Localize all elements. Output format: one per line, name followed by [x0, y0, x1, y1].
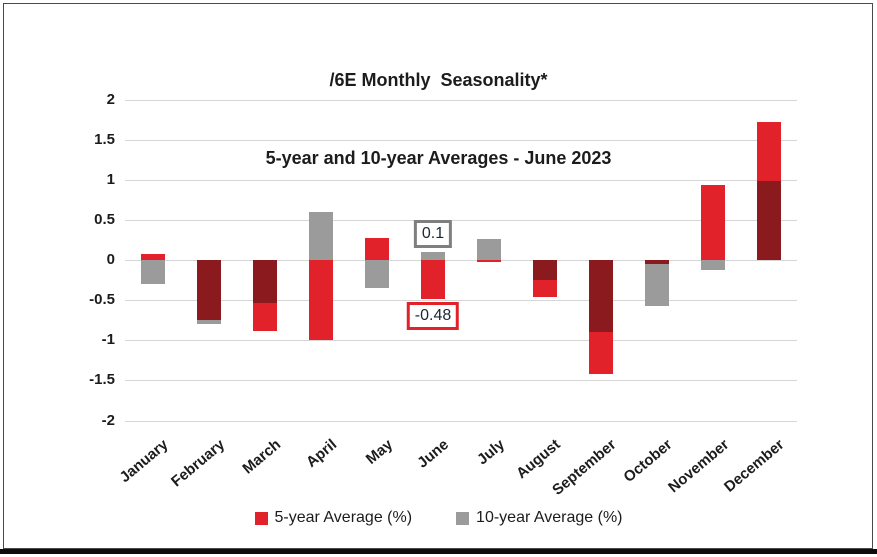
x-axis-month-label: November — [664, 436, 732, 497]
bar-5yr-avg[interactable] — [533, 280, 557, 297]
gridline — [125, 99, 797, 101]
chart-title: /6E Monthly Seasonality* 5-year and 10-y… — [0, 15, 877, 197]
legend-swatch-5yr — [254, 511, 268, 525]
bar-overlap[interactable] — [589, 260, 613, 333]
bar-10yr-avg[interactable] — [645, 264, 669, 306]
bar-5yr-avg[interactable] — [141, 253, 165, 260]
legend: 5-year Average (%) 10-year Average (%) — [0, 509, 877, 527]
bar-overlap[interactable] — [645, 260, 669, 264]
gridline — [125, 420, 797, 422]
x-axis-month-label: June — [414, 436, 452, 472]
x-axis-month-label: December — [721, 436, 788, 496]
y-axis-tick-label: 1 — [106, 170, 115, 188]
bar-5yr-avg[interactable] — [365, 238, 389, 260]
bar-5yr-avg[interactable] — [757, 121, 781, 182]
y-axis-tick-label: 2 — [106, 90, 115, 108]
chart-title-line1: /6E Monthly Seasonality* — [329, 70, 548, 90]
bottom-divider-bar — [0, 549, 877, 554]
x-axis-month-label: July — [474, 436, 508, 469]
y-axis-tick-label: 0.5 — [94, 210, 115, 228]
bar-5yr-avg[interactable] — [589, 332, 613, 374]
bar-10yr-avg[interactable] — [197, 320, 221, 325]
chart-title-line2: 5-year and 10-year Averages - June 2023 — [265, 148, 612, 168]
x-axis-month-label: May — [362, 436, 396, 468]
y-axis-tick-label: -1.5 — [89, 371, 115, 389]
bar-5yr-avg[interactable] — [477, 260, 501, 263]
bar-5yr-avg[interactable] — [701, 185, 725, 260]
bar-overlap[interactable] — [757, 181, 781, 260]
legend-swatch-10yr — [456, 511, 470, 525]
bar-overlap[interactable] — [253, 260, 277, 303]
gridline — [125, 219, 797, 221]
gridline — [125, 139, 797, 141]
x-axis-month-label: January — [116, 436, 172, 487]
x-axis-month-label: March — [239, 436, 284, 478]
x-axis-month-label: February — [167, 436, 228, 491]
y-axis-tick-label: 1.5 — [94, 130, 115, 148]
bar-5yr-avg[interactable] — [421, 260, 445, 299]
bar-5yr-avg[interactable] — [309, 260, 333, 341]
bar-10yr-avg[interactable] — [477, 239, 501, 260]
x-axis-month-label: April — [302, 436, 340, 471]
x-axis-month-label: August — [513, 436, 564, 483]
bar-10yr-avg[interactable] — [421, 251, 445, 260]
legend-item-10yr-average[interactable]: 10-year Average (%) — [456, 509, 623, 527]
y-axis-tick-label: 0 — [106, 251, 115, 268]
bar-5yr-avg[interactable] — [253, 302, 277, 331]
bar-overlap[interactable] — [533, 260, 557, 281]
gridline — [125, 300, 797, 302]
legend-item-5yr-average[interactable]: 5-year Average (%) — [254, 509, 413, 527]
gridline — [125, 260, 797, 261]
y-axis-tick-label: -0.5 — [89, 291, 115, 309]
bar-10yr-avg[interactable] — [141, 260, 165, 285]
bar-value-callout: -0.48 — [406, 301, 460, 330]
bar-10yr-avg[interactable] — [701, 260, 725, 271]
bar-overlap[interactable] — [197, 260, 221, 321]
y-axis-tick-label: -1 — [101, 331, 115, 349]
gridline — [125, 380, 797, 382]
bar-value-callout: 0.1 — [413, 219, 453, 248]
y-axis-tick-label: -2 — [101, 411, 115, 429]
legend-label-10yr: 10-year Average (%) — [476, 509, 623, 526]
bar-10yr-avg[interactable] — [309, 211, 333, 260]
legend-label-5yr: 5-year Average (%) — [274, 509, 413, 526]
x-axis-month-label: October — [620, 436, 676, 486]
gridline — [125, 179, 797, 181]
gridline — [125, 340, 797, 342]
bar-10yr-avg[interactable] — [365, 260, 389, 289]
